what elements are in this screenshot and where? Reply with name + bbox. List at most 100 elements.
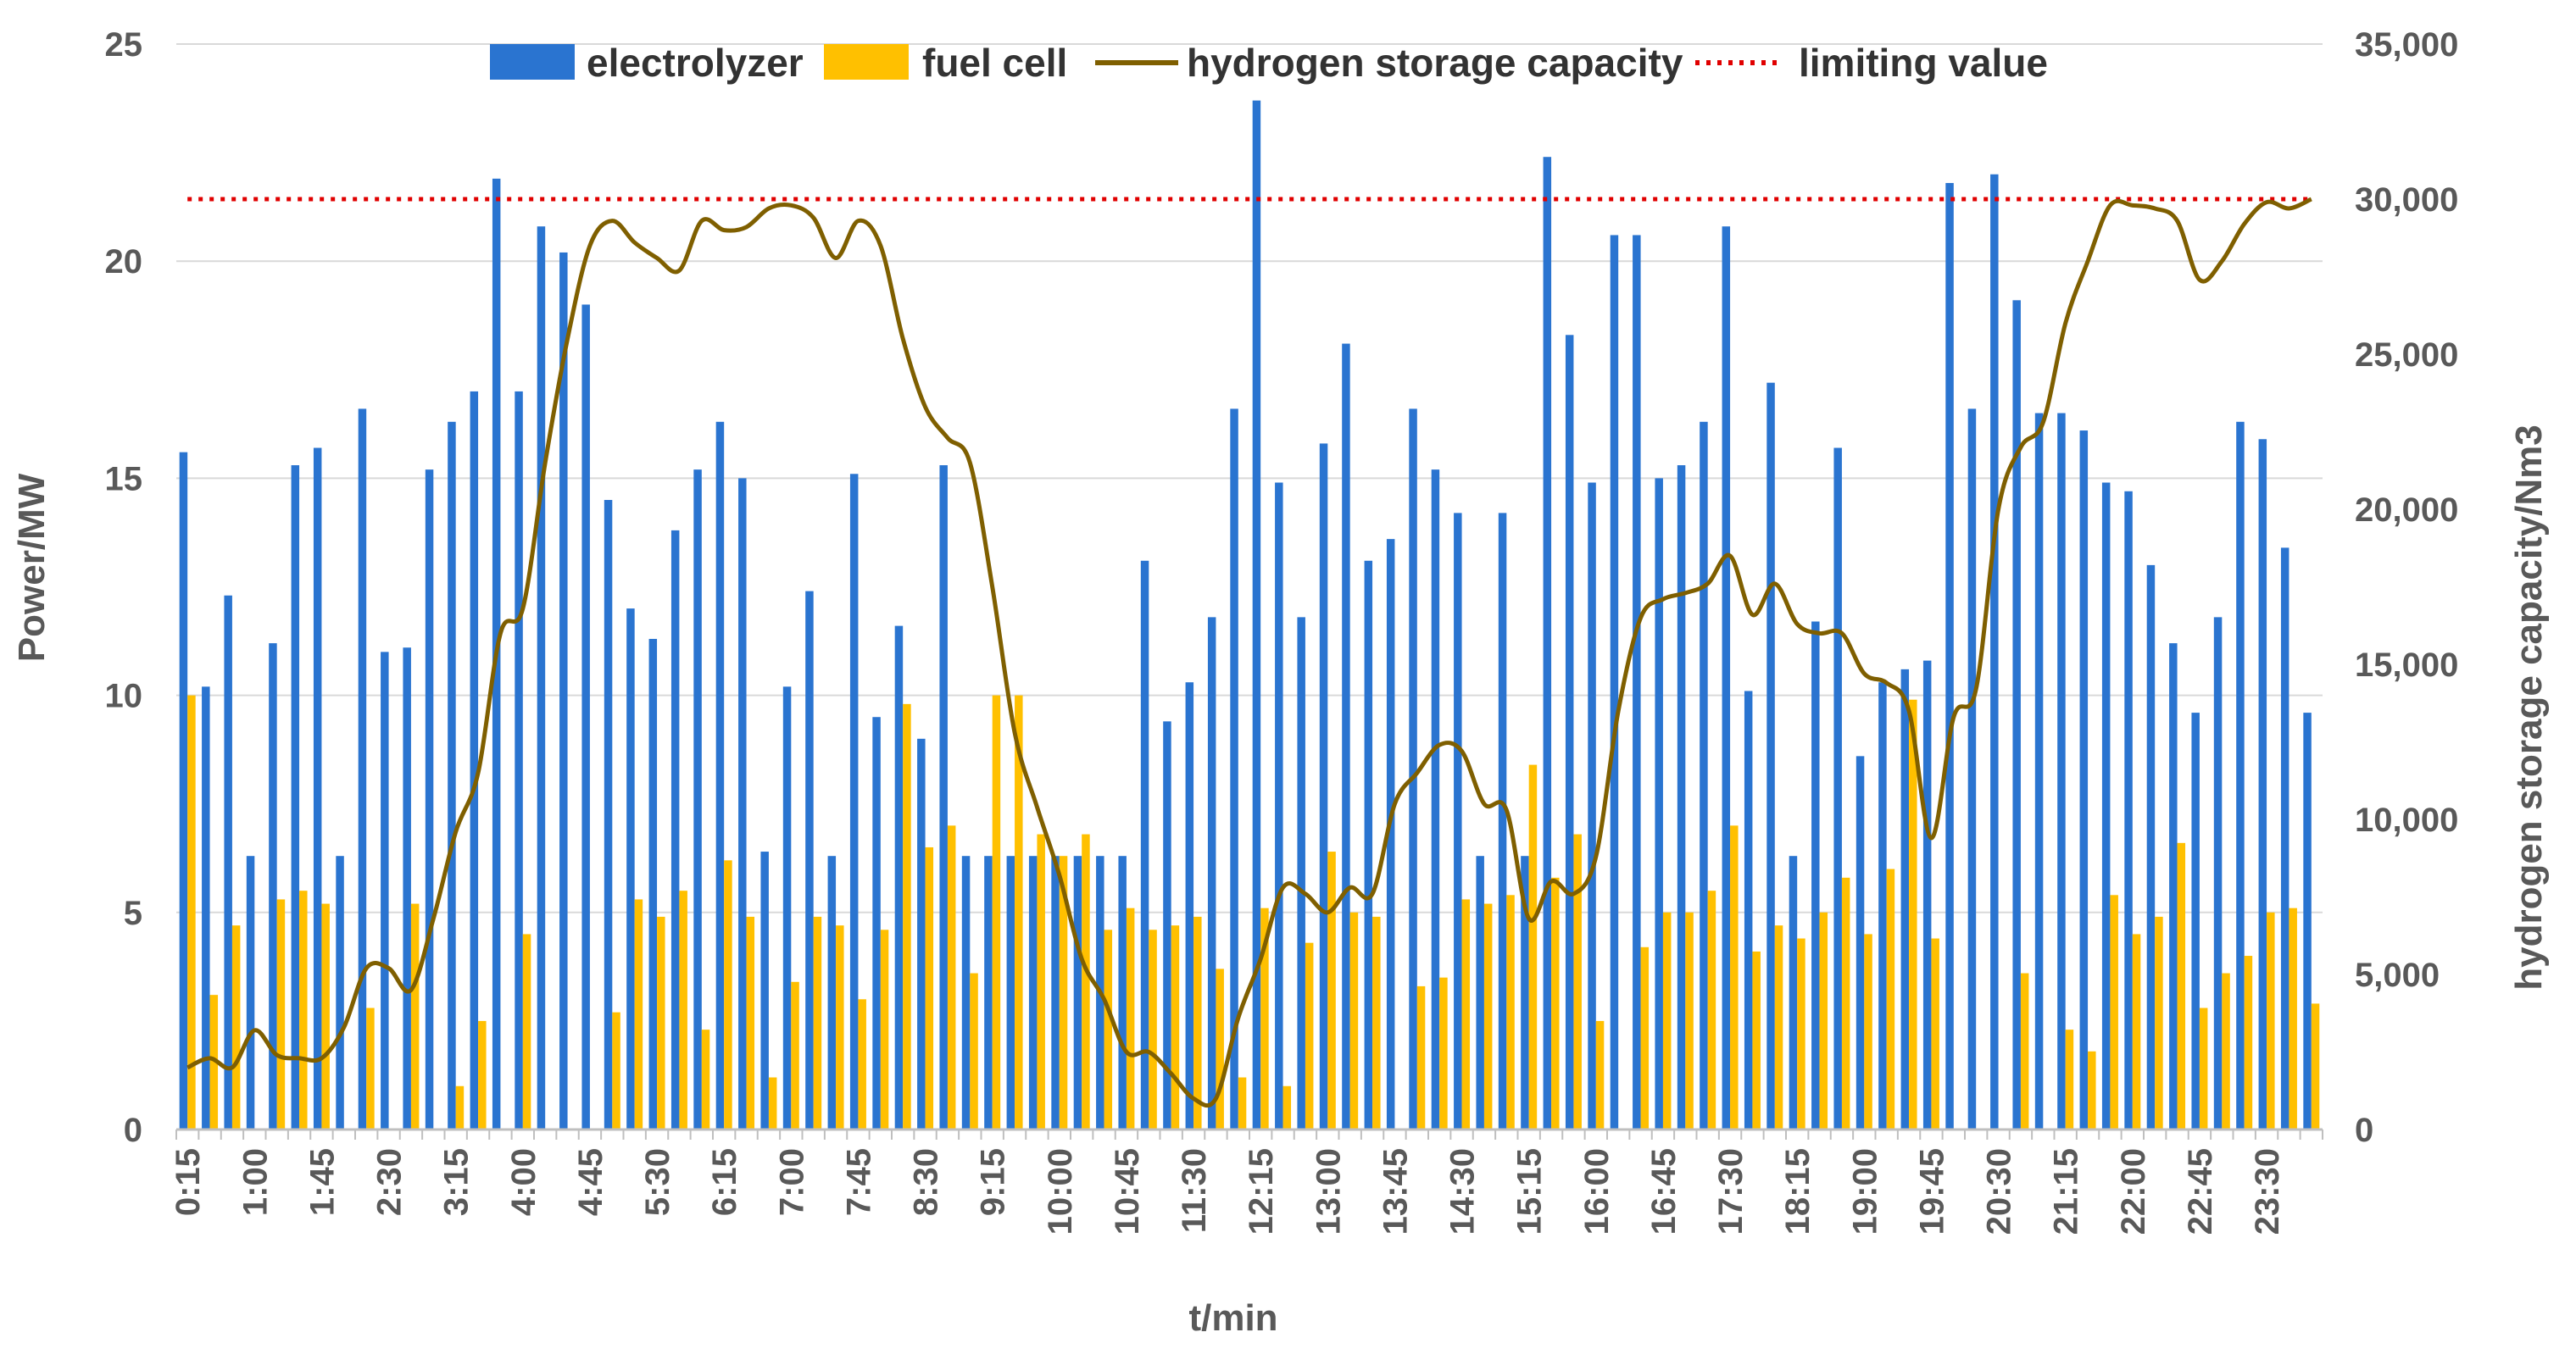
electrolyzer-bar (470, 391, 479, 1130)
electrolyzer-bar (1498, 513, 1507, 1130)
electrolyzer-bar (313, 447, 322, 1130)
fuel-cell-bar (1774, 925, 1783, 1130)
fuel-cell-bar (187, 695, 196, 1130)
fuel-cell-bar (1595, 1020, 1605, 1130)
fuel-cell-bar (2177, 842, 2186, 1130)
fuel-cell-bar (2244, 956, 2253, 1130)
fuel-cell-bar (1752, 951, 1761, 1130)
legend-label-electrolyzer: electrolyzer (587, 41, 804, 85)
fuel-cell-bar (2199, 1008, 2208, 1130)
electrolyzer-bar (1073, 856, 1082, 1130)
x-tick-label: 16:45 (1645, 1148, 1683, 1235)
electrolyzer-bar (179, 452, 188, 1130)
electrolyzer-bar (1633, 235, 1641, 1130)
electrolyzer-bar (246, 856, 255, 1130)
fuel-cell-bar (1730, 825, 1739, 1130)
electrolyzer-bar (1028, 856, 1038, 1130)
electrolyzer-bar (2146, 564, 2156, 1130)
electrolyzer-bar (2280, 547, 2289, 1130)
y2-tick-label: 20,000 (2355, 491, 2458, 529)
electrolyzer-bar (515, 391, 523, 1130)
y2-axis-title: hydrogen storage capacity/Nm3 (2508, 425, 2550, 991)
electrolyzer-bar (425, 469, 434, 1130)
electrolyzer-bar (1588, 482, 1596, 1130)
electrolyzer-bar (1655, 478, 1663, 1130)
y-tick-label: 5 (124, 895, 142, 932)
fuel-cell-bar (1082, 834, 1090, 1130)
electrolyzer-bar (1833, 447, 1842, 1130)
x-tick-label: 7:00 (773, 1148, 810, 1216)
electrolyzer-bar (1409, 408, 1417, 1130)
electrolyzer-bar (939, 465, 948, 1130)
electrolyzer-bar (693, 469, 702, 1130)
fuel-cell-bar (1640, 946, 1650, 1130)
x-tick-label: 18:15 (1779, 1148, 1817, 1235)
fuel-cell-bar (231, 925, 241, 1130)
fuel-cell-bar (2267, 912, 2275, 1130)
y2-tick-label: 25,000 (2355, 336, 2458, 374)
electrolyzer-bar (336, 856, 344, 1130)
electrolyzer-bar (715, 421, 725, 1130)
fuel-cell-bar (768, 1077, 777, 1130)
electrolyzer-bar (2057, 413, 2066, 1130)
fuel-cell-bar (2132, 934, 2141, 1130)
electrolyzer-bar (1766, 382, 1775, 1130)
fuel-cell-bar (2311, 1003, 2320, 1130)
x-tick-label: 10:45 (1109, 1148, 1146, 1235)
fuel-cell-bar (1126, 908, 1135, 1130)
electrolyzer-bar (1275, 482, 1283, 1130)
electrolyzer-bar (224, 595, 232, 1130)
electrolyzer-bar (1386, 539, 1395, 1130)
electrolyzer-bar (1431, 469, 1440, 1130)
fuel-cell-bar (1015, 695, 1023, 1130)
electrolyzer-bar (1006, 856, 1015, 1130)
x-tick-label: 14:30 (1444, 1148, 1482, 1235)
fuel-cell-bar (947, 825, 956, 1130)
electrolyzer-bar (1543, 157, 1552, 1130)
electrolyzer-bar (2303, 713, 2312, 1130)
electrolyzer-bar (604, 500, 613, 1130)
electrolyzer-bar (2101, 482, 2111, 1130)
electrolyzer-bar (805, 591, 814, 1130)
x-tick-label: 22:00 (2115, 1148, 2152, 1235)
fuel-cell-bar (2088, 1051, 2096, 1130)
electrolyzer-bar (670, 530, 680, 1130)
fuel-cell-bar (276, 899, 286, 1130)
fuel-cell-bar (903, 703, 911, 1130)
fuel-cell-bar (2110, 895, 2118, 1130)
electrolyzer-bar (1163, 721, 1171, 1130)
electrolyzer-bar (1922, 660, 1932, 1130)
fuel-cell-bar (791, 981, 799, 1130)
electrolyzer-bar (269, 643, 277, 1130)
fuel-cell-bar (679, 891, 687, 1130)
fuel-cell-bar (1573, 834, 1582, 1130)
y-tick-label: 25 (105, 26, 143, 64)
x-tick-label: 8:30 (908, 1148, 945, 1216)
fuel-cell-bar (522, 934, 531, 1130)
fuel-cell-bar (1461, 899, 1471, 1130)
electrolyzer-bar (872, 717, 881, 1130)
fuel-cell-bar (970, 973, 978, 1130)
fuel-cell-bar (1864, 934, 1872, 1130)
axes (175, 1128, 2323, 1140)
fuel-cell-bar (1841, 877, 1850, 1130)
electrolyzer-bar (849, 474, 859, 1130)
fuel-cell-bar (657, 916, 665, 1130)
electrolyzer-bar (1140, 560, 1149, 1130)
fuel-cell-bar (321, 903, 330, 1130)
electrolyzer-bar (1990, 174, 1999, 1130)
y2-tick-label: 30,000 (2355, 181, 2458, 219)
electrolyzer-bar (961, 856, 971, 1130)
x-tick-label: 6:15 (706, 1148, 743, 1216)
electrolyzer-bar (984, 856, 993, 1130)
fuel-cell-bar (478, 1020, 487, 1130)
electrolyzer-bar (2169, 643, 2178, 1130)
x-tick-label: 10:00 (1042, 1148, 1079, 1235)
electrolyzer-bar (1342, 343, 1350, 1130)
x-tick-label: 16:00 (1578, 1148, 1616, 1235)
electrolyzer-bar (448, 421, 456, 1130)
electrolyzer-bar (1855, 756, 1865, 1130)
fuel-cell-bar (410, 903, 420, 1130)
fuel-cell-bar (1305, 942, 1314, 1130)
